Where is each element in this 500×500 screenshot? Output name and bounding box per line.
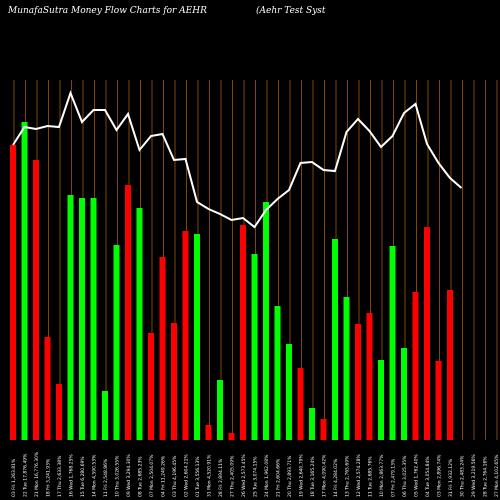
money-flow-bar	[355, 324, 361, 440]
x-axis-labels: 03 Fri 1,263.81% 22 Tue 17,876.49% 21 Mon …	[11, 451, 500, 497]
x-axis-label: 17 Thu 2,633.38%	[57, 455, 63, 497]
x-axis-label: 14 Fri 4,284.02%	[333, 458, 339, 497]
x-axis-label: 16 Wed 1,768.25%	[69, 454, 75, 497]
x-axis-label: 04 Tue 3,054.84%	[425, 456, 431, 497]
x-axis-label: 11 Fri 2,548.86%	[103, 458, 109, 497]
x-axis-label: 05 Wed 1,762.40%	[414, 454, 420, 497]
x-axis-label: 03 Fri 1,263.81%	[11, 458, 17, 497]
money-flow-bar	[251, 254, 258, 440]
money-flow-bar	[435, 361, 442, 440]
money-flow-bar	[67, 195, 74, 440]
money-flow-bars	[10, 122, 453, 440]
money-flow-bar	[297, 368, 304, 440]
x-axis-label: 27 Mon 4,102.65%	[494, 454, 500, 497]
money-flow-bar	[182, 231, 189, 440]
x-axis-label: 25 Tue 3,074.15%	[253, 456, 259, 497]
x-axis-label: 29 Wed 3,219.56%	[471, 454, 477, 497]
x-axis-label: 12 Wed 2,574.28%	[356, 454, 362, 497]
x-axis-label: 18 Tue 3,165.24%	[310, 456, 316, 497]
x-axis-label: 03 Mon 2,896.74%	[437, 454, 443, 497]
x-axis-label: 07 Mon 2,504.07%	[149, 454, 155, 497]
x-axis-label: 11 Tue 2,685.76%	[368, 456, 374, 497]
x-axis-label: 02 Wed 2,604.21%	[184, 454, 190, 497]
money-flow-bar	[102, 391, 108, 440]
x-axis-label: 07 Fri 2,479.13%	[391, 458, 397, 497]
money-flow-bar	[424, 227, 430, 440]
chart-header: MunafaSutra Money Flow Charts for AEHR (…	[0, 0, 500, 30]
x-axis-label: 31 Mon 4,520.91%	[207, 454, 213, 497]
x-axis-label: 10 Mon 2,863.77%	[379, 454, 385, 497]
money-flow-bar	[171, 323, 177, 440]
x-axis-label: 18 Fri 3,241.93%	[46, 458, 52, 497]
x-axis-label: 01 Tue 3,556.13%	[195, 456, 201, 497]
x-axis-label: 28 Tue 2,764.16%	[483, 456, 489, 497]
money-flow-bar	[205, 425, 212, 440]
money-flow-bar	[125, 185, 131, 440]
money-flow-bar	[286, 344, 292, 440]
x-axis-label: 15 Tue 6,280.69%	[80, 456, 86, 497]
money-flow-bar	[320, 419, 327, 440]
money-flow-bar	[56, 384, 62, 440]
money-flow-bar	[274, 306, 281, 440]
x-axis-label: 24 Mon 1,962.08%	[264, 454, 270, 497]
money-flow-bar	[401, 348, 407, 440]
money-flow-bar	[90, 198, 97, 440]
x-axis-label: 26 Wed 2,573.45%	[241, 454, 247, 497]
money-flow-bar	[79, 198, 85, 440]
money-flow-bar	[366, 313, 373, 440]
x-axis-label: 06 Thu 3,025.35%	[402, 455, 408, 497]
x-axis-label: 17 Mon 4,090.42%	[322, 454, 328, 497]
money-flow-bar	[113, 245, 120, 440]
x-axis-label: 27 Thu 2,405.09%	[230, 455, 236, 497]
money-flow-bar	[447, 290, 453, 440]
x-axis-label: 14 Mon 4,590.53%	[92, 454, 98, 497]
money-flow-bar	[332, 239, 338, 440]
price-line-group	[12, 90, 463, 229]
x-axis-label: 21 Mon 16,776.30%	[34, 451, 40, 497]
x-axis-label: 20 Thu 2,893.71%	[287, 455, 293, 497]
x-axis-label: 22 Tue 17,876.49%	[23, 453, 29, 497]
x-axis-label: 09 Wed 3,294.30%	[126, 454, 132, 497]
money-flow-bar	[159, 257, 166, 440]
x-axis-label: 04 Fri 11,249.26%	[161, 455, 167, 497]
money-flow-bar	[217, 380, 223, 440]
x-axis-label: 13 Thu 2,765.69%	[345, 455, 351, 497]
money-flow-bar	[343, 297, 350, 440]
x-axis-label: 30 Thu 2,483.24%	[460, 455, 466, 497]
money-flow-bar	[240, 225, 246, 440]
money-flow-bar	[10, 145, 16, 440]
money-flow-bar	[263, 202, 269, 440]
price-line	[12, 90, 463, 229]
money-flow-bar	[309, 408, 315, 440]
x-axis-label: 03 Thu 4,196.45%	[172, 455, 178, 497]
x-axis-label: 08 Tue 2,685.23%	[138, 456, 144, 497]
money-flow-bar	[33, 160, 39, 440]
chart-title: MunafaSutra Money Flow Charts for AEHR	[8, 6, 207, 16]
x-axis-label: 10 Thu 3,026.55%	[115, 455, 121, 497]
money-flow-bar	[44, 337, 51, 440]
money-flow-bar	[228, 433, 235, 440]
x-axis-label: 21 Fri 2,604.66%	[276, 458, 282, 497]
x-axis-label: 31 Fri 1,932.12%	[448, 458, 454, 497]
money-flow-bar	[389, 246, 396, 440]
money-flow-bar	[412, 292, 419, 440]
money-flow-bar	[378, 360, 384, 440]
money-flow-bar	[148, 333, 154, 440]
x-axis-label: 28 Fri 2,894.11%	[218, 458, 224, 497]
chart-subtitle: (Aehr Test Syst	[256, 6, 326, 16]
money-flow-bar	[21, 122, 28, 440]
x-axis-label: 19 Wed 2,640.79%	[299, 454, 305, 497]
money-flow-bar	[136, 208, 143, 440]
money-flow-bar	[194, 234, 200, 440]
